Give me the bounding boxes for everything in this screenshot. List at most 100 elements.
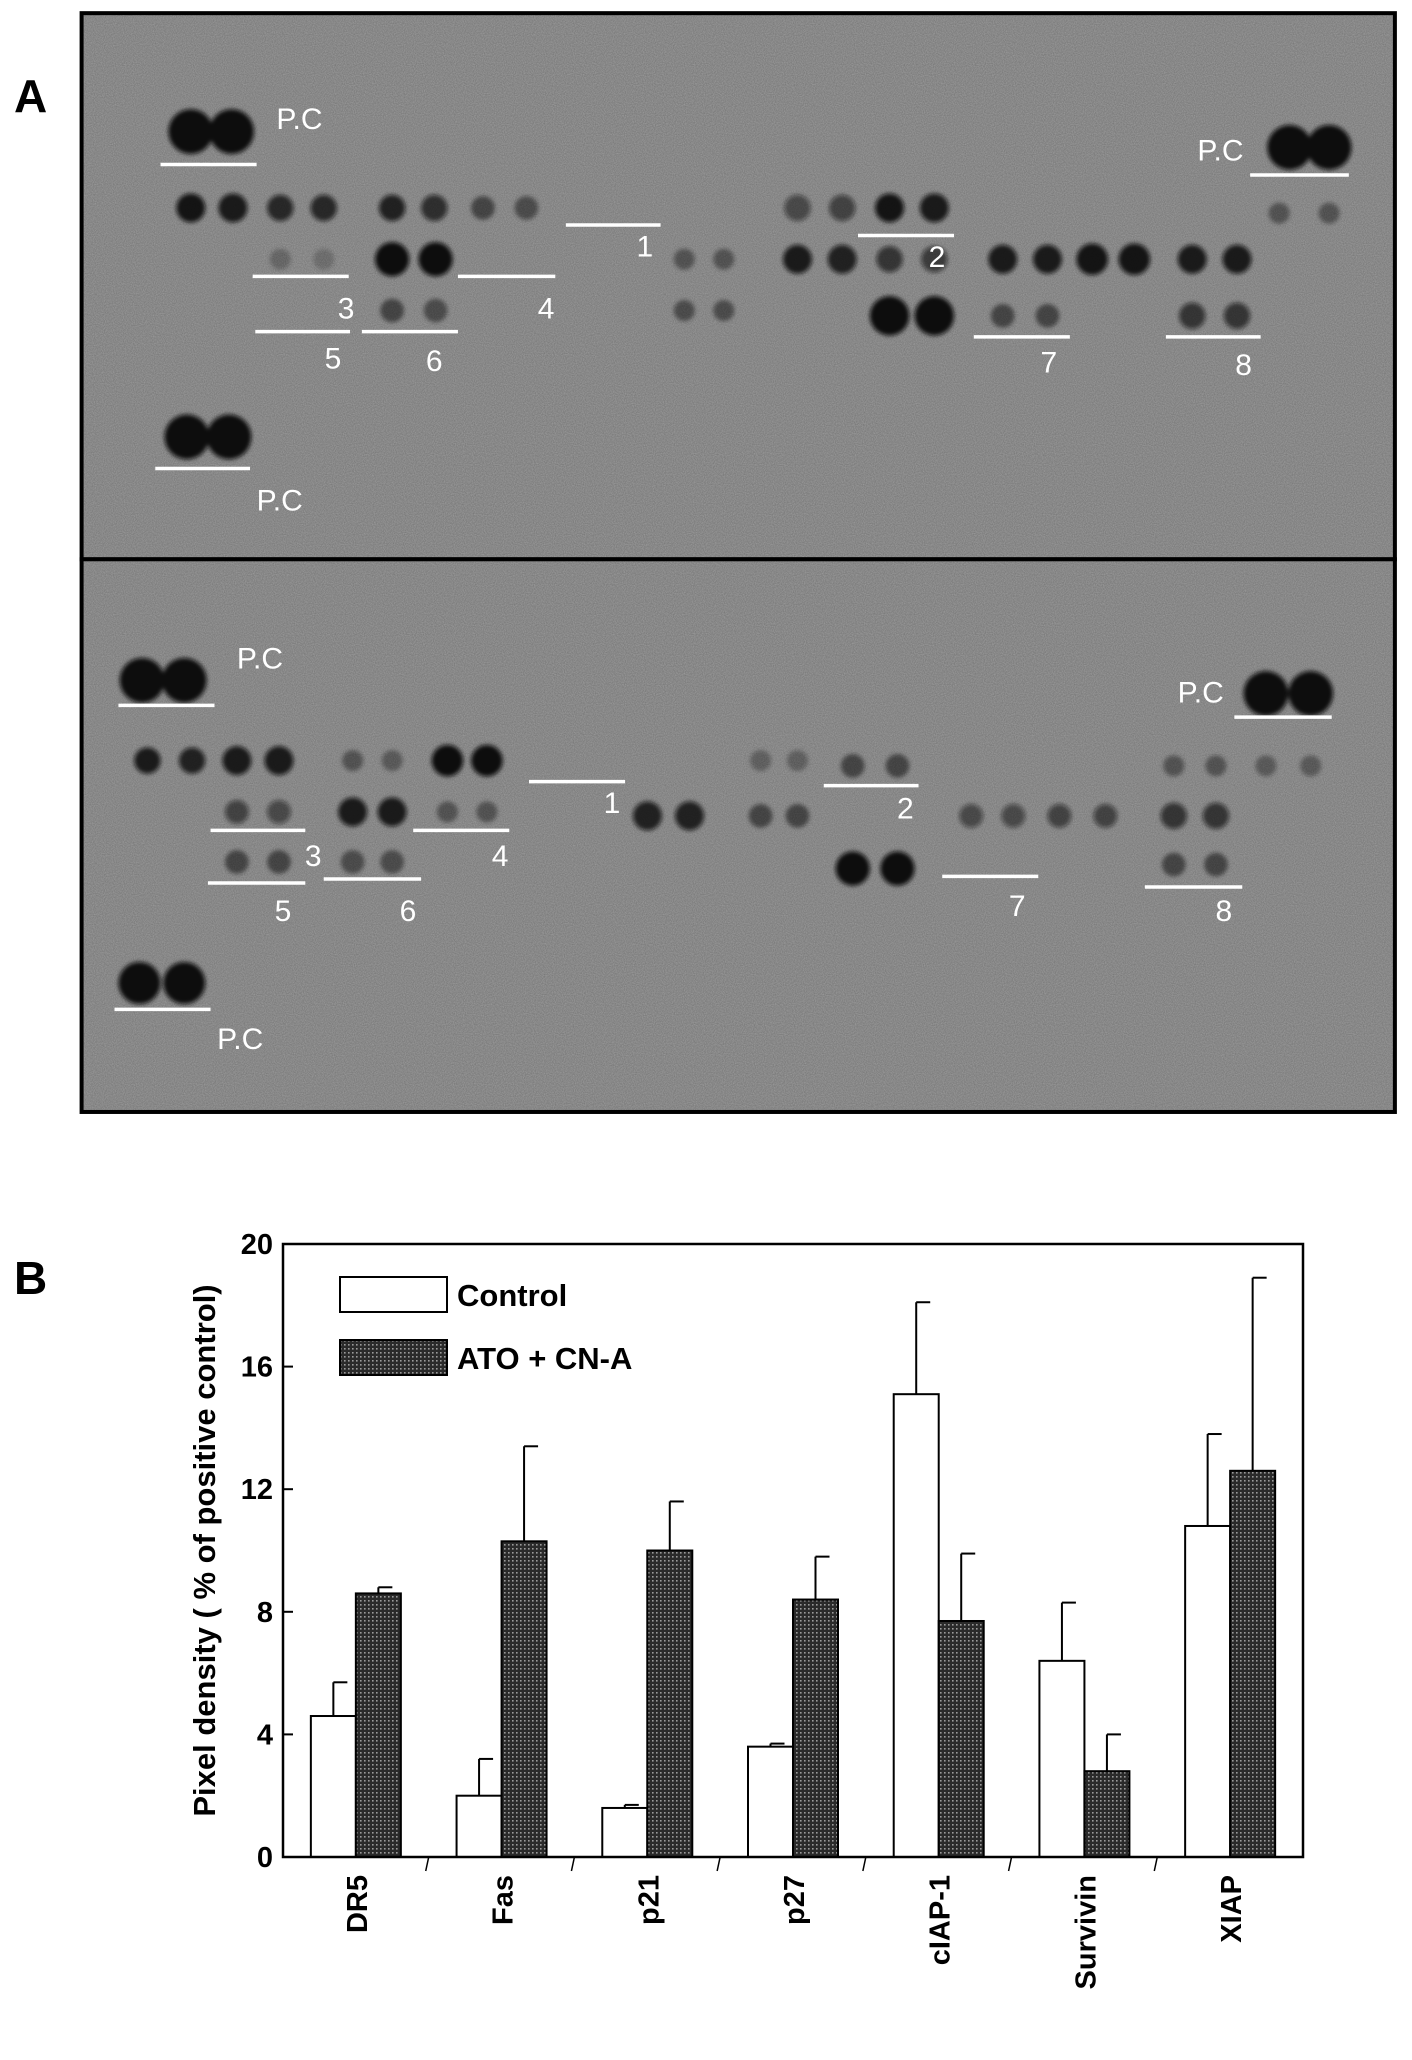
spot (118, 961, 161, 1005)
spot (1306, 125, 1352, 170)
spot (178, 747, 206, 774)
bar (1038, 1659, 1086, 1858)
spot (675, 801, 705, 831)
x-separator (862, 1856, 867, 1872)
legend-swatch (339, 1276, 448, 1313)
spot-label: 4 (538, 292, 555, 325)
spot (381, 750, 403, 772)
pc-label: P.C (276, 103, 322, 136)
bar (747, 1745, 794, 1859)
spot (827, 244, 857, 274)
spot (1255, 755, 1277, 777)
y-axis-label: Pixel density ( % of positive control) (187, 1284, 222, 1816)
spot (919, 193, 949, 223)
spot (959, 804, 984, 828)
bar (892, 1393, 940, 1859)
spot (673, 248, 695, 270)
spot (1318, 202, 1340, 224)
y-tick-label: 8 (257, 1597, 273, 1629)
spot (829, 194, 856, 222)
spot (750, 750, 772, 772)
spot-label: 7 (1009, 890, 1026, 923)
bar (455, 1794, 503, 1858)
spot (713, 248, 735, 270)
pc-label: P.C (1178, 677, 1224, 710)
spot (869, 296, 910, 336)
pc-label: P.C (1197, 135, 1243, 168)
spot (164, 414, 210, 460)
spot-label: 7 (1040, 346, 1057, 379)
spot (1118, 243, 1151, 276)
spot (786, 750, 808, 772)
spot-label: 5 (325, 342, 342, 375)
spot (225, 800, 249, 824)
bar (601, 1806, 649, 1858)
x-separator (1153, 1856, 1159, 1872)
spot-label: 2 (929, 241, 946, 274)
bar (500, 1540, 548, 1859)
spot (418, 242, 453, 277)
x-tick-label: cIAP-1 (925, 1875, 957, 1965)
spot (471, 196, 495, 220)
spot (313, 248, 335, 270)
spot-label: 8 (1235, 349, 1252, 382)
spot-label: 1 (636, 231, 653, 264)
spot (1202, 802, 1230, 830)
spot (1179, 302, 1206, 329)
spot (476, 801, 498, 823)
bar (1229, 1469, 1277, 1859)
spot (1268, 202, 1290, 224)
spot (880, 851, 915, 886)
x-separator (570, 1856, 576, 1872)
spot-label: 2 (897, 793, 914, 826)
spot (168, 109, 214, 154)
bar (1184, 1524, 1232, 1858)
spot (784, 194, 811, 222)
spot (375, 242, 410, 277)
spots (118, 657, 1334, 1005)
panel-b: 0 4 8 12 16 20 Pixel density ( % of positive c… (187, 1229, 1305, 1989)
spot (209, 109, 254, 154)
spot (163, 961, 206, 1005)
spot (1163, 755, 1185, 777)
spot (713, 300, 735, 322)
x-tick-label: XIAP (1216, 1875, 1248, 1943)
bar (792, 1598, 839, 1859)
x-separator (424, 1856, 430, 1872)
blot-grain (81, 13, 1395, 560)
spot (267, 800, 291, 824)
spot (340, 850, 365, 874)
spot (267, 850, 291, 874)
pc-label: P.C (237, 642, 283, 675)
spot-label: 1 (604, 787, 621, 820)
spot (218, 193, 248, 223)
spot (876, 246, 903, 273)
y-tick-label: 0 (257, 1842, 273, 1874)
legend-label: ATO + CN-A (457, 1341, 632, 1376)
spot (176, 193, 206, 223)
spot (514, 196, 539, 220)
blot-grain (81, 559, 1395, 1112)
spot (377, 797, 407, 827)
spot (1177, 244, 1207, 274)
spot (632, 801, 662, 831)
spot (988, 244, 1018, 274)
spot (378, 194, 406, 222)
spot (840, 754, 865, 778)
x-tick-label: DR5 (342, 1875, 374, 1933)
spot-label: 6 (426, 345, 443, 378)
spot (673, 300, 695, 322)
spot-label: 4 (492, 840, 509, 873)
bar (354, 1592, 402, 1859)
spot (342, 750, 364, 772)
spot (269, 248, 291, 270)
bar (1083, 1770, 1131, 1859)
spot (471, 744, 503, 777)
spot (421, 194, 448, 222)
spot (990, 303, 1015, 328)
spot (1300, 755, 1322, 777)
x-tick-label: Fas (488, 1875, 520, 1925)
spot (134, 747, 161, 774)
spot (1161, 852, 1186, 877)
